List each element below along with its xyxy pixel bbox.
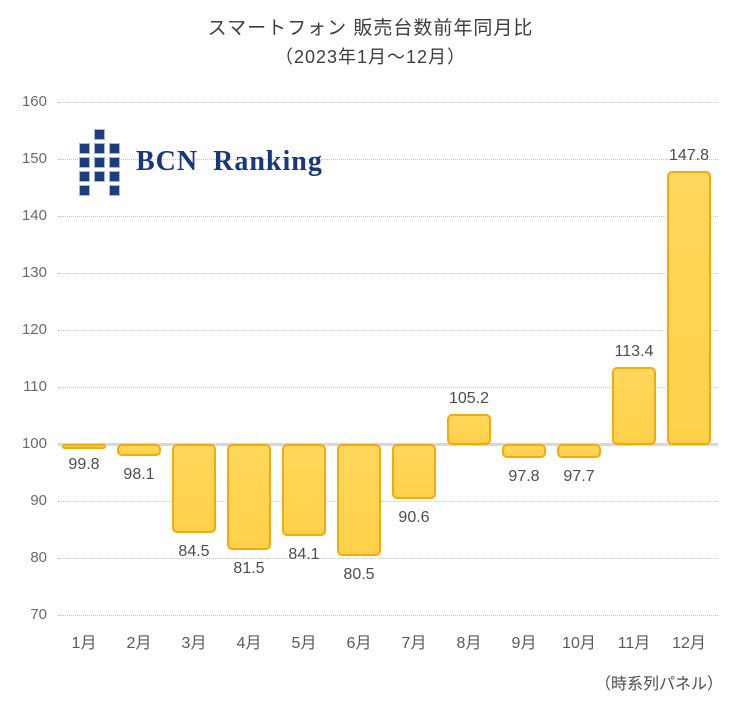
bar-value-label: 80.5 [343,566,375,584]
bar-month-10 [557,443,601,459]
logo-square [109,157,120,168]
x-tick-label: 12月 [672,635,706,652]
bar-month-2 [117,443,161,456]
footer-note: （時系列パネル） [594,676,723,693]
gridline [58,215,718,217]
x-tick-label: 5月 [291,635,317,652]
bar-value-label: 81.5 [233,560,265,578]
y-tick-label: 120 [21,321,47,338]
bar-month-9 [502,443,546,458]
bar-value-label: 98.1 [123,465,155,483]
logo-square [79,143,90,154]
bar-value-label: 99.8 [68,456,100,474]
logo-square [109,185,120,196]
y-tick-label: 70 [30,606,47,623]
y-tick-label: 100 [21,435,47,452]
x-tick-label: 8月 [456,635,482,652]
y-tick-label: 140 [21,207,47,224]
x-tick-label: 2月 [126,635,152,652]
gridline [58,158,718,160]
bar-month-6 [337,443,381,557]
x-tick-label: 6月 [346,635,372,652]
gridline [58,329,718,331]
gridline [58,557,718,559]
chart-title: スマートフォン 販売台数前年同月比 [207,18,534,39]
x-tick-label: 11月 [617,635,651,652]
bar-value-label: 105.2 [448,389,490,407]
gridline [58,614,718,616]
x-tick-label: 9月 [511,635,537,652]
logo-square [79,185,90,196]
bar-month-5 [282,443,326,536]
bar-month-12 [667,171,711,445]
bar-month-3 [172,443,216,534]
y-tick-label: 160 [21,93,47,110]
bar-month-8 [447,413,491,445]
gridline [58,101,718,103]
bar-value-label: 97.8 [508,467,540,485]
bcn-logo-bars-icon [79,129,120,196]
gridline [58,272,718,274]
y-tick-label: 80 [30,549,47,566]
bar-value-label: 113.4 [614,343,654,361]
bar-value-label: 147.8 [668,147,710,165]
bcn-logo-text: BCN Ranking [136,146,323,177]
bar-value-label: 90.6 [398,508,430,526]
chart-subtitle: （2023年1月〜12月） [274,47,467,67]
x-tick-label: 7月 [401,635,427,652]
logo-square [94,129,105,140]
logo-square [109,171,120,182]
chart-title-block: スマートフォン 販売台数前年同月比 （2023年1月〜12月） [0,14,741,71]
bar-value-label: 84.1 [288,545,320,563]
logo-square [94,157,105,168]
logo-square [94,143,105,154]
bar-value-label: 97.7 [563,468,595,486]
y-tick-label: 110 [23,378,47,395]
y-tick-label: 150 [21,150,47,167]
bar-value-label: 84.5 [178,543,210,561]
y-tick-label: 90 [30,492,47,509]
x-tick-label: 4月 [236,635,262,652]
bar-month-4 [227,443,271,551]
bar-month-11 [612,367,656,445]
logo-square [79,171,90,182]
gridline [58,500,718,502]
bar-month-7 [392,443,436,499]
x-tick-label: 1月 [71,635,97,652]
baseline-100 [58,442,718,446]
logo-square [109,143,120,154]
bar-month-1 [62,443,106,449]
y-tick-label: 130 [21,264,47,281]
gridline [58,386,718,388]
logo-square [94,171,105,182]
x-tick-label: 3月 [181,635,207,652]
logo-square [79,157,90,168]
x-tick-label: 10月 [562,635,596,652]
